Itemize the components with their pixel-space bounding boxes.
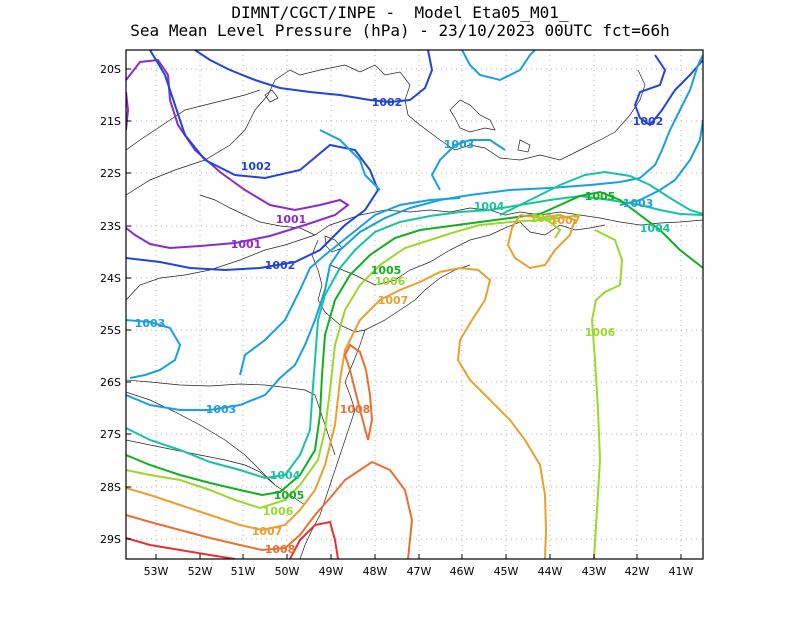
- lon-tick-label: 42W: [625, 565, 650, 578]
- lat-tick-label: 22S: [100, 167, 121, 180]
- tick-marks: [126, 68, 682, 559]
- isobar-1007: [126, 266, 548, 559]
- isobar-1002: [194, 50, 434, 104]
- isobar-1003: [461, 50, 536, 82]
- isobar-label: 1003: [135, 317, 166, 330]
- isobar-1004: [126, 194, 703, 480]
- map-title: DIMNT/CGCT/INPE - Model Eta05_M01_ Sea M…: [0, 4, 800, 40]
- isobar-label: 1006: [585, 326, 616, 339]
- isobar-1003-e: [430, 139, 506, 191]
- isobar-label: 1001: [276, 213, 307, 226]
- isobar-label: 1003: [623, 197, 654, 210]
- lon-tick-label: 48W: [363, 565, 388, 578]
- isobar-label: 1005: [585, 190, 616, 203]
- isobar-label: 1006: [263, 505, 294, 518]
- isobar-1009-b: [289, 520, 339, 559]
- lat-tick-label: 23S: [100, 220, 121, 233]
- lat-tick-label: 26S: [100, 376, 121, 389]
- isobar-1002-east: [633, 54, 703, 127]
- title-line-2: Sea Mean Level Pressure (hPa) - 23/10/20…: [130, 21, 670, 40]
- isobar-1001-west: [126, 91, 130, 131]
- coastline-and-borders: [126, 64, 703, 559]
- lat-tick-label: 24S: [100, 272, 121, 285]
- lon-tick-label: 46W: [450, 565, 475, 578]
- isobar-label: 1008: [340, 403, 371, 416]
- isobar-label: 1002: [633, 115, 664, 128]
- lat-tick-label: 29S: [100, 533, 121, 546]
- isobar-1008-b: [343, 343, 374, 441]
- lon-tick-label: 52W: [188, 565, 213, 578]
- isobar-1003-b: [126, 54, 703, 411]
- isobar-labels: 1001 1001 1002 1002 1002 1002 1003 1003 …: [135, 96, 671, 556]
- isobar-label: 1002: [372, 96, 403, 109]
- isobar-1006: [126, 214, 581, 510]
- isobar-label: 1006: [375, 275, 406, 288]
- isobars: [126, 50, 703, 559]
- lon-tick-label: 53W: [144, 565, 169, 578]
- lon-tick-label: 45W: [494, 565, 519, 578]
- isobar-1009: [126, 537, 236, 559]
- lat-tick-label: 27S: [100, 428, 121, 441]
- lat-tick-label: 28S: [100, 481, 121, 494]
- lat-tick-label: 21S: [100, 115, 121, 128]
- latitude-labels: 20S 21S 22S 23S 24S 25S 26S 27S 28S 29S: [100, 63, 121, 546]
- isobar-label: 1008: [265, 543, 296, 556]
- isobar-label: 1004: [270, 469, 301, 482]
- isobar-label: 1002: [265, 259, 296, 272]
- title-line-1: DIMNT/CGCT/INPE - Model Eta05_M01_: [231, 3, 569, 22]
- isobar-1003-d: [319, 129, 381, 191]
- lon-tick-label: 44W: [538, 565, 563, 578]
- isobar-label: 1001: [231, 238, 262, 251]
- lon-tick-label: 49W: [319, 565, 344, 578]
- lat-tick-label: 20S: [100, 63, 121, 76]
- isobar-label: 1002: [241, 160, 272, 173]
- lat-tick-label: 25S: [100, 324, 121, 337]
- isobar-label: 1007: [378, 294, 409, 307]
- isobar-label: 1007: [550, 214, 581, 227]
- isobar-1008: [126, 460, 414, 559]
- lon-tick-label: 41W: [669, 565, 694, 578]
- isobar-1001: [126, 58, 350, 250]
- isobar-label: 1005: [371, 264, 402, 277]
- isobar-1002-west: [126, 50, 380, 272]
- isobar-1003-c: [239, 197, 461, 376]
- lon-tick-label: 51W: [231, 565, 256, 578]
- isobar-1003-main: [126, 319, 182, 379]
- map-frame: [125, 49, 704, 560]
- isobar-label: 1003: [444, 138, 475, 151]
- isobar-label: 1004: [474, 200, 505, 213]
- isobar-1004-b: [499, 170, 703, 216]
- isobar-label: 1003: [206, 403, 237, 416]
- isobar-1006-b: [590, 229, 624, 559]
- isobar-label: 1005: [274, 489, 305, 502]
- isobar-1007-b: [506, 213, 577, 270]
- lon-tick-label: 47W: [407, 565, 432, 578]
- isobar-label: 1006: [530, 212, 561, 225]
- longitude-labels: 53W 52W 51W 50W 49W 48W 47W 46W 45W 44W …: [144, 565, 694, 578]
- lon-tick-label: 43W: [582, 565, 607, 578]
- isobar-1003-f: [619, 119, 703, 206]
- isobar-1005: [126, 190, 703, 497]
- isobar-label: 1004: [640, 222, 671, 235]
- isobar-label: 1007: [252, 525, 283, 538]
- lon-tick-label: 50W: [275, 565, 300, 578]
